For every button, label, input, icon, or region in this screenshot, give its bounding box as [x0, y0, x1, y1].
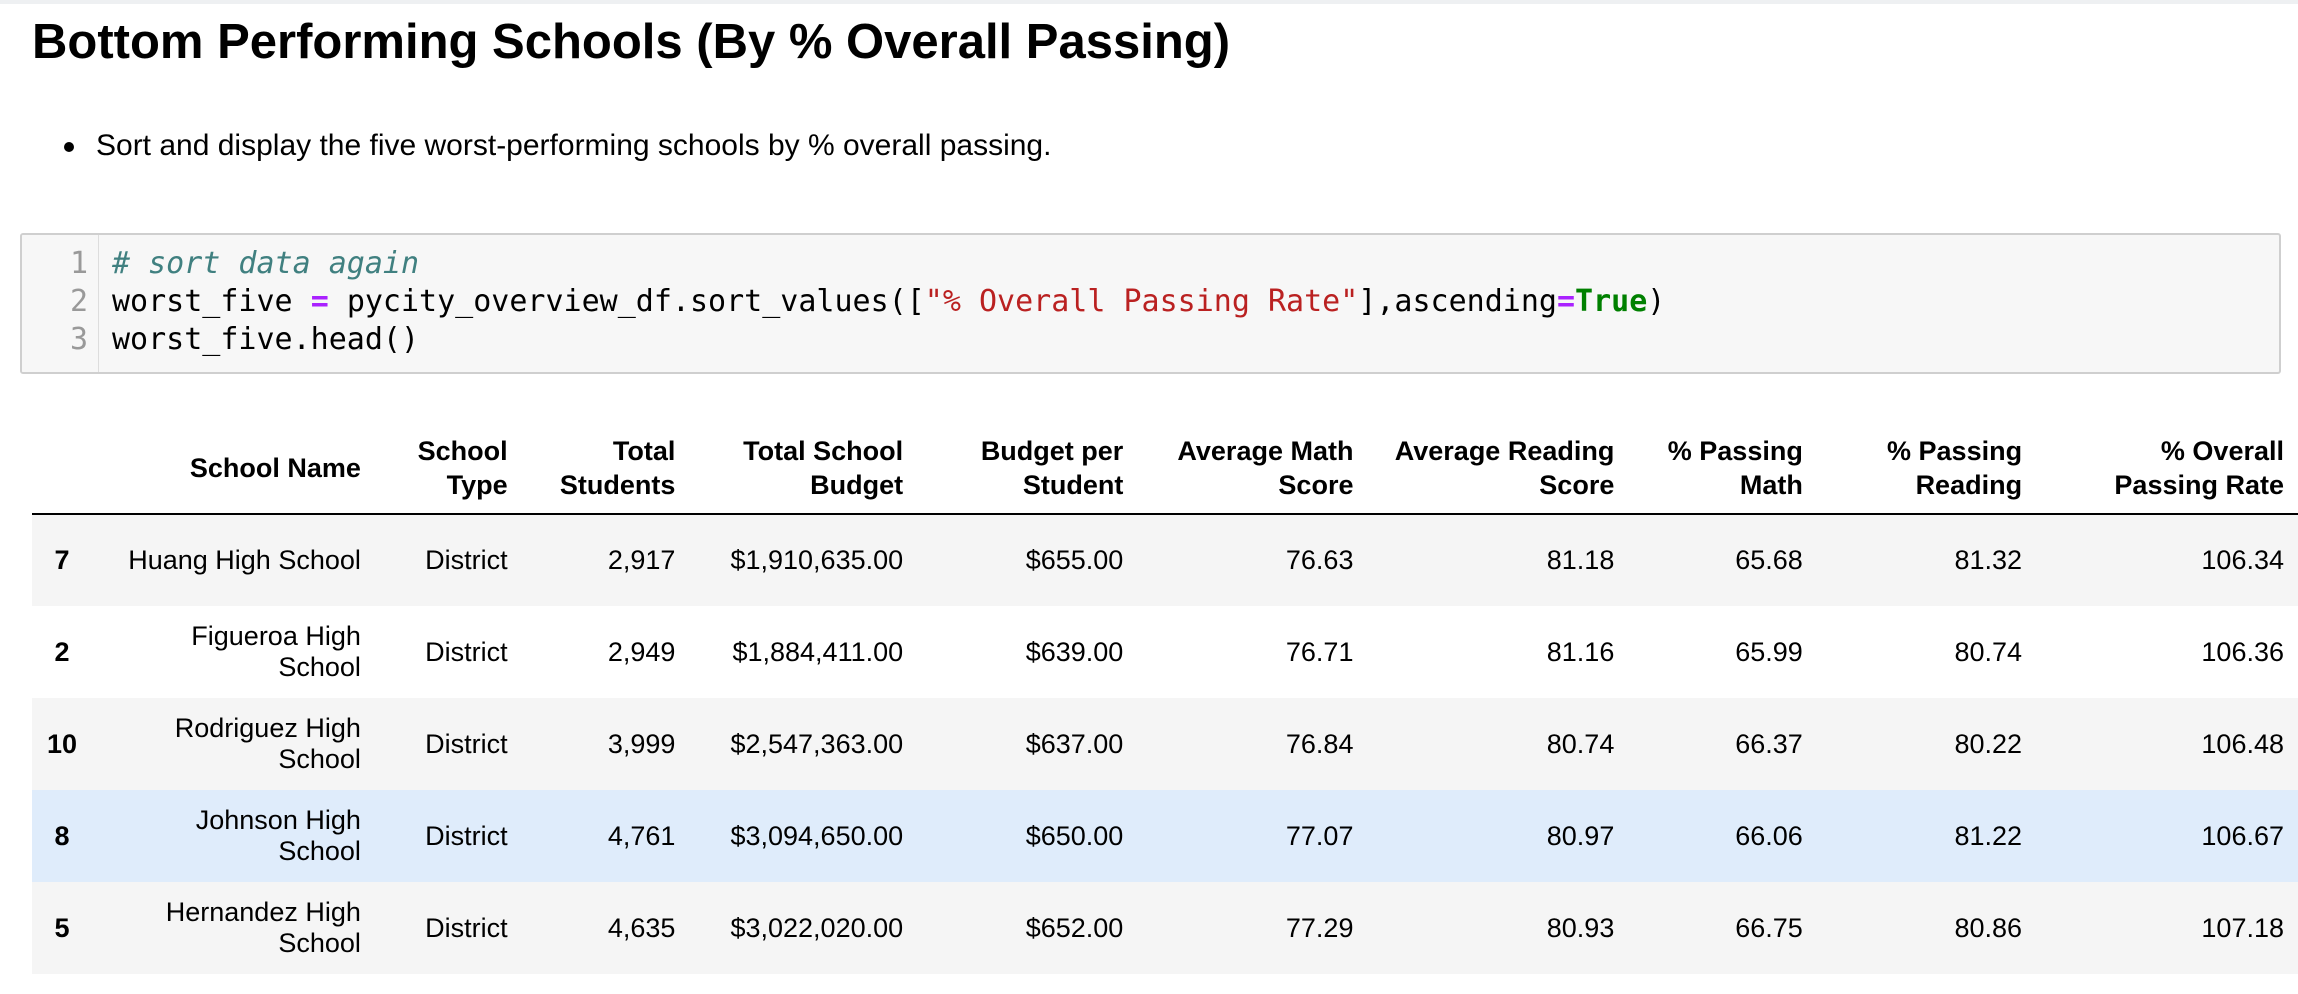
table-cell: 81.22 — [1954, 820, 2023, 851]
table-cell: 66.06 — [1735, 820, 1803, 851]
dataframe-output-table: School Name School Type Total Students T… — [32, 422, 2298, 974]
code-line-2[interactable]: worst_five = pycity_overview_df.sort_val… — [112, 283, 1665, 321]
table-cell: 77.29 — [1285, 912, 1354, 943]
column-header: Total School Budget — [689, 422, 918, 515]
code-line-1[interactable]: # sort data again — [112, 245, 419, 283]
table-cell: District — [425, 545, 508, 575]
code-variable: worst_five — [112, 284, 293, 319]
line-number: 3 — [69, 322, 88, 357]
table-cell: 4,635 — [607, 912, 676, 943]
markdown-bullet-list: Sort and display the five worst-performi… — [0, 124, 1051, 168]
table-row: 7 Huang High School District 2,917 $1,910,63… — [32, 514, 2298, 606]
table-cell: 2,949 — [607, 636, 676, 667]
table-cell: 106.34 — [2201, 545, 2284, 575]
code-comment: # sort data again — [112, 246, 420, 281]
table-cell: 66.75 — [1735, 912, 1803, 943]
column-header: Average Reading Score — [1367, 422, 1629, 515]
column-header-index — [32, 422, 92, 515]
row-index-cell: 8 — [54, 820, 70, 851]
table-cell: District — [425, 820, 508, 851]
code-line-3[interactable]: worst_five.head() — [112, 321, 419, 359]
column-header: % Overall Passing Rate — [2036, 422, 2298, 515]
line-number: 1 — [69, 246, 88, 281]
code-call-mid: ],ascending — [1358, 284, 1557, 319]
table-cell: 4,761 — [607, 820, 676, 851]
table-cell: 80.93 — [1546, 912, 1615, 943]
bullet-text: Sort and display the five worst-performi… — [96, 129, 1052, 162]
code-call-end: ) — [1647, 284, 1666, 319]
table-cell: $1,884,411.00 — [732, 636, 904, 667]
table-cell: Huang High School — [128, 545, 361, 575]
table-cell: 76.84 — [1285, 728, 1354, 759]
table-cell: 66.37 — [1735, 728, 1803, 759]
code-call: worst_five.head() — [112, 322, 420, 357]
table-cell: $650.00 — [1025, 820, 1124, 851]
toolbar-divider — [0, 0, 2298, 4]
table-cell: 106.67 — [2201, 820, 2284, 851]
table-cell: 2,917 — [607, 545, 676, 575]
line-number: 2 — [69, 284, 88, 319]
table-row: 8 Johnson High School District 4,761 $3,094,… — [32, 790, 2298, 882]
column-header: Total Students — [521, 422, 690, 515]
table-cell: $3,022,020.00 — [730, 912, 904, 943]
row-index-cell: 2 — [54, 636, 70, 667]
table-cell: 3,999 — [607, 728, 676, 759]
table-cell: District — [425, 728, 508, 759]
table-cell: Rodriguez High School — [174, 713, 361, 774]
column-header: Budget per Student — [917, 422, 1138, 515]
table-cell: District — [425, 636, 508, 667]
table-cell: $639.00 — [1025, 636, 1124, 667]
table-cell: 77.07 — [1285, 820, 1354, 851]
table-cell: $1,910,635.00 — [730, 545, 904, 575]
table-cell: Johnson High School — [195, 805, 361, 866]
code-keyword: True — [1575, 284, 1648, 319]
line-number-gutter: 1 2 3 — [22, 235, 99, 372]
table-row: 5 Hernandez High School District 4,635 $3,02… — [32, 882, 2298, 974]
table-cell: 76.71 — [1285, 636, 1354, 667]
table-cell: 81.32 — [1954, 545, 2023, 575]
column-header: School Type — [374, 422, 522, 515]
table-cell: $655.00 — [1025, 545, 1124, 575]
table-cell: 65.68 — [1735, 545, 1803, 575]
table-cell: Figueroa High School — [191, 621, 361, 682]
table-cell: $2,547,363.00 — [730, 728, 904, 759]
column-header: % Passing Reading — [1816, 422, 2037, 515]
table-cell: 80.97 — [1546, 820, 1615, 851]
table-cell: 80.74 — [1546, 728, 1615, 759]
table-cell: 80.74 — [1954, 636, 2023, 667]
table-cell: 80.86 — [1954, 912, 2023, 943]
code-operator: = — [310, 284, 329, 319]
table-row: 2 Figueroa High School District 2,949 $1,884… — [32, 606, 2298, 698]
table-cell: 81.18 — [1546, 545, 1615, 575]
table-cell: 106.36 — [2201, 636, 2284, 667]
table-cell: 65.99 — [1735, 636, 1803, 667]
column-header: School Name — [91, 422, 375, 515]
row-index-cell: 10 — [46, 728, 77, 759]
bullet-dot-icon — [64, 142, 74, 152]
code-operator: = — [1556, 284, 1576, 319]
column-header: % Passing Math — [1628, 422, 1817, 515]
code-cell-editor[interactable]: 1 2 3 # sort data again worst_five = pyc… — [20, 233, 2281, 374]
row-index-cell: 5 — [54, 912, 70, 943]
bullet-item: Sort and display the five worst-performi… — [0, 124, 1051, 168]
table-cell: 80.22 — [1954, 728, 2023, 759]
table-cell: 76.63 — [1285, 545, 1354, 575]
code-call: pycity_overview_df.sort_values([ — [346, 284, 925, 319]
code-string: "% Overall Passing Rate" — [924, 284, 1359, 319]
column-header: Average Math Score — [1137, 422, 1368, 515]
table-row: 10 Rodriguez High School District 3,999 $2,5… — [32, 698, 2298, 790]
table-cell: $637.00 — [1025, 728, 1124, 759]
table-cell: 106.48 — [2201, 728, 2284, 759]
row-index-cell: 7 — [54, 545, 70, 575]
table-cell: District — [425, 912, 508, 943]
table-cell: Hernandez High School — [165, 897, 361, 958]
table-cell: $3,094,650.00 — [730, 820, 904, 851]
table-cell: 107.18 — [2201, 912, 2284, 943]
table-cell: 81.16 — [1546, 636, 1615, 667]
table-cell: $652.00 — [1025, 912, 1124, 943]
table-header-row: School Name School Type Total Students T… — [32, 422, 2298, 515]
section-heading: Bottom Performing Schools (By % Overall … — [32, 15, 1231, 69]
